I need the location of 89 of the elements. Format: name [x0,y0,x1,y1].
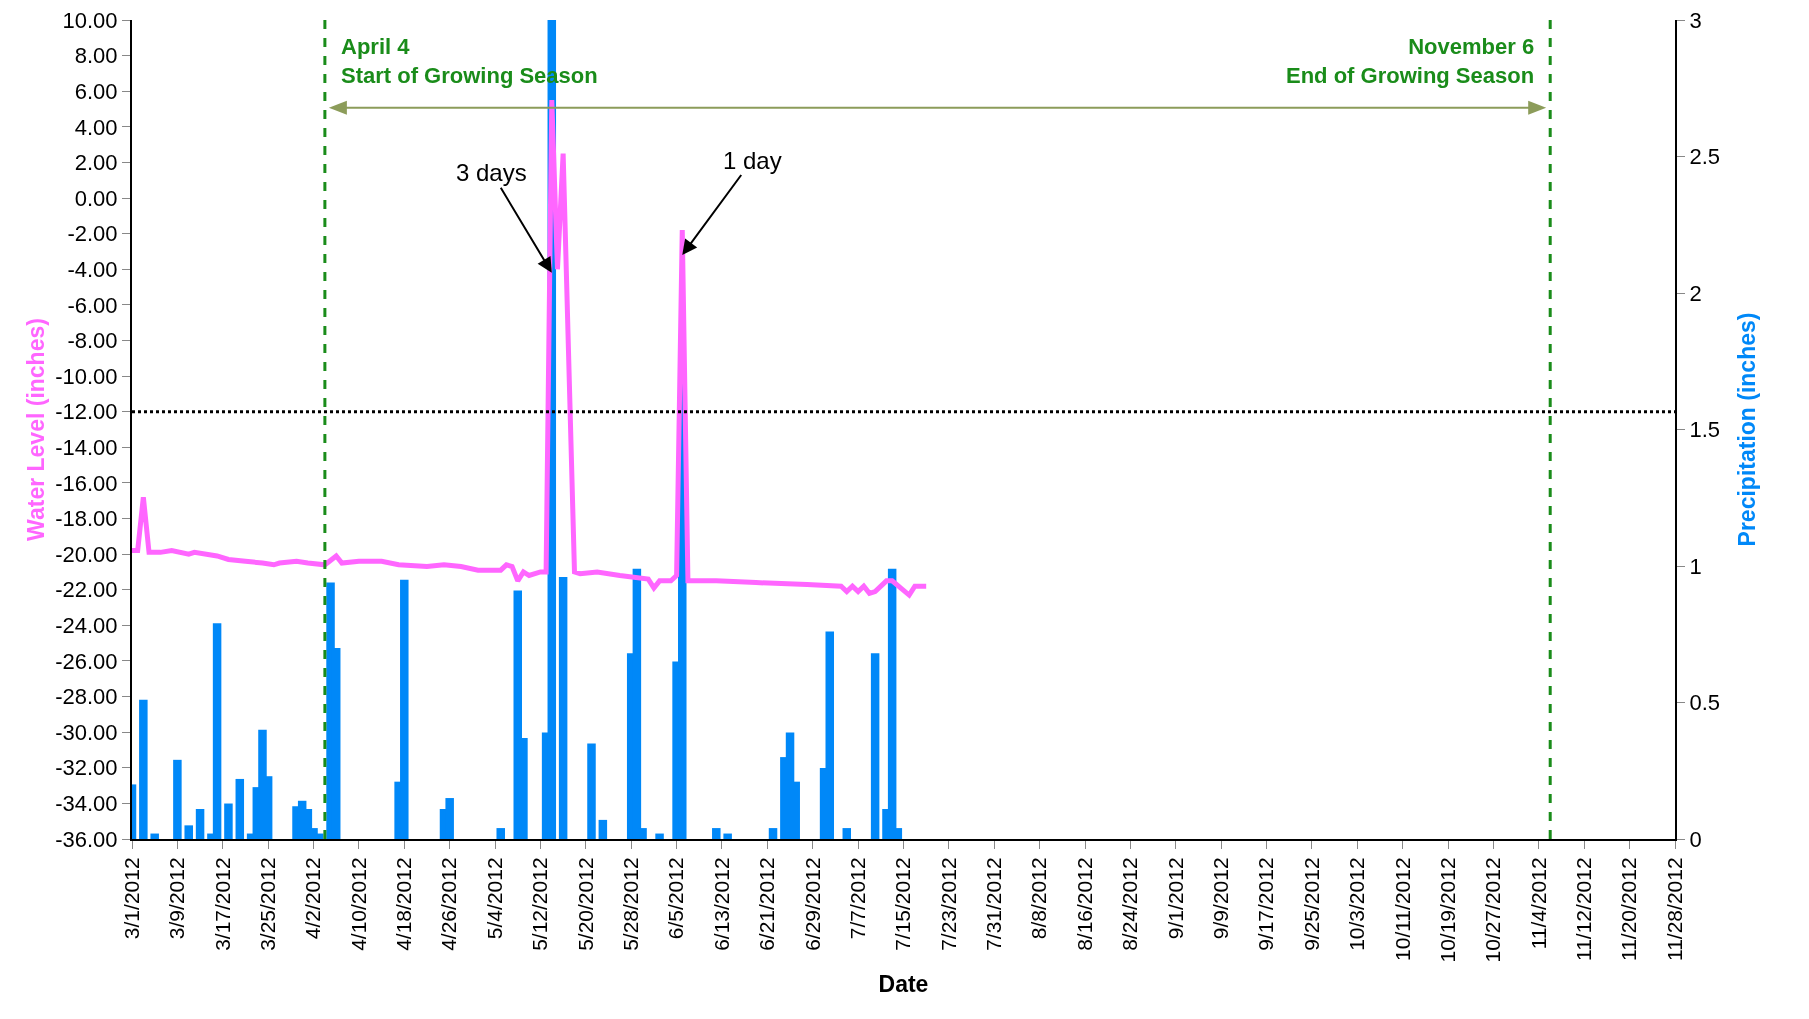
y-tick-label: -14.00 [55,435,118,460]
y-tick-label: -10.00 [55,363,118,389]
x-tick-label: 3/1/2012 [119,857,143,940]
y2-tick-label: 1.5 [1689,417,1720,443]
annotation: 3 days [456,159,527,186]
y-tick-label: -4.00 [67,256,118,282]
x-tick-label: 5/4/2012 [482,857,506,940]
x-tick-label: 5/28/2012 [619,857,643,951]
x-tick-label: 6/5/2012 [664,857,688,940]
y2-tick-label: 1 [1689,553,1702,579]
x-tick-label: 4/2/2012 [301,857,325,940]
x-tick-label: 10/11/2012 [1390,857,1414,961]
y-axis-title: Water Level (inches) [23,318,50,541]
x-tick-label: 4/26/2012 [437,857,461,951]
x-tick-label: 5/12/2012 [528,857,552,951]
bar [150,833,159,839]
x-tick-label: 6/29/2012 [800,857,824,951]
bar [558,576,568,839]
x-tick-label: 11/28/2012 [1662,857,1686,961]
bar [496,828,505,839]
x-tick-label: 11/4/2012 [1526,857,1550,950]
bar [139,699,148,839]
y2-tick-label: 2 [1689,280,1702,306]
y-tick-label: 0.00 [74,185,118,211]
y-tick-label: -24.00 [55,613,118,639]
x-axis-title: Date [878,970,929,997]
x-tick-label: 3/9/2012 [165,857,189,940]
y2-tick-label: 2.5 [1689,144,1720,170]
y-tick-label: -26.00 [55,648,118,674]
bar [655,833,664,839]
bar [768,828,778,839]
y-tick-label: -34.00 [55,791,118,817]
x-tick-label: 3/25/2012 [255,857,279,951]
bar [235,778,245,839]
y-tick-label: 2.00 [74,150,118,176]
bar [173,759,182,839]
x-tick-label: 10/19/2012 [1435,857,1459,963]
bar [184,825,193,839]
x-tick-label: 7/7/2012 [845,857,869,940]
bar [723,833,732,839]
y-tick-label: -36.00 [55,826,118,852]
y-tick-label: -28.00 [55,684,118,710]
x-tick-label: 8/8/2012 [1027,857,1051,940]
bar [842,828,852,839]
x-tick-label: 3/17/2012 [210,857,234,951]
y-tick-label: -8.00 [67,328,118,354]
x-tick-label: 9/25/2012 [1299,857,1323,951]
x-tick-label: 8/16/2012 [1072,857,1096,951]
x-tick-label: 11/20/2012 [1617,857,1641,961]
y-tick-label: -20.00 [55,541,118,567]
y-tick-label: 6.00 [74,78,118,104]
bar [195,808,205,839]
x-tick-label: 7/23/2012 [936,857,960,951]
y-tick-label: -12.00 [55,399,118,425]
x-tick-label: 6/13/2012 [709,857,733,951]
x-tick-label: 6/21/2012 [755,857,779,951]
y2-tick-label: 3 [1689,7,1702,33]
y2-tick-label: 0 [1689,826,1702,852]
bar [598,819,608,839]
y-tick-label: -22.00 [55,577,118,603]
y2-tick-label: 0.5 [1689,690,1720,716]
x-tick-label: 9/9/2012 [1209,857,1233,940]
x-tick-label: 10/27/2012 [1481,857,1505,963]
y-tick-label: 10.00 [62,7,118,33]
y-tick-label: -16.00 [55,470,118,496]
x-tick-label: 11/12/2012 [1572,857,1596,961]
x-tick-label: 10/3/2012 [1345,857,1369,951]
y-tick-label: 8.00 [74,43,118,69]
y-tick-label: -6.00 [67,292,118,318]
y-tick-label: -2.00 [67,221,118,247]
y-tick-label: -30.00 [55,719,118,745]
bar [224,803,233,839]
x-tick-label: 9/17/2012 [1254,857,1278,951]
ref-line-label: November 6 End of Growing Season [1286,34,1535,88]
bar [587,743,596,839]
bar [712,828,721,839]
x-tick-label: 9/1/2012 [1163,857,1187,940]
y-tick-label: -32.00 [55,755,118,781]
x-tick-label: 4/18/2012 [392,857,416,951]
y-tick-label: 4.00 [74,114,118,140]
x-tick-label: 4/10/2012 [346,857,370,951]
y2-axis-title: Precipitation (inches) [1734,312,1761,547]
y-tick-label: -18.00 [55,506,118,532]
x-tick-label: 7/15/2012 [891,857,915,951]
x-tick-label: 8/24/2012 [1118,857,1142,951]
annotation: 1 day [723,147,782,174]
x-tick-label: 7/31/2012 [982,857,1006,951]
x-tick-label: 5/20/2012 [573,857,597,951]
bar [870,653,880,839]
